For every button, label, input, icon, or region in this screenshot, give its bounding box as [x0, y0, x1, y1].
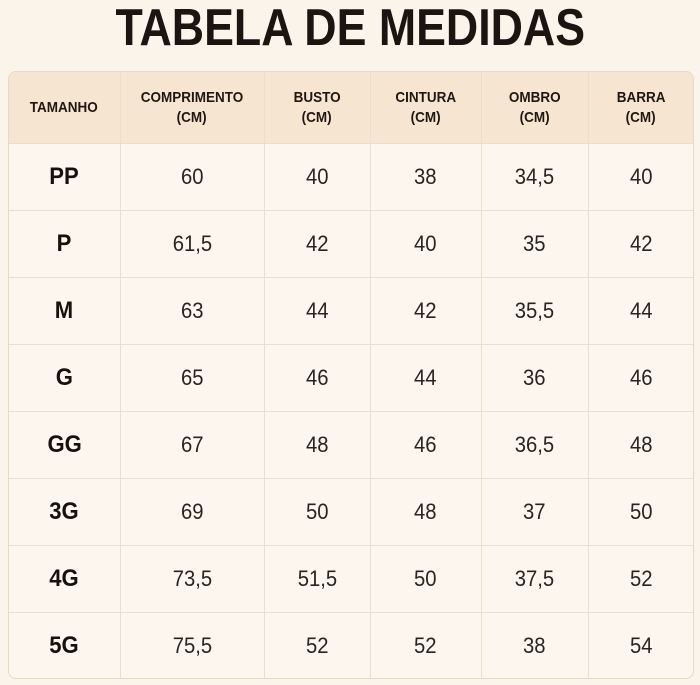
cell-barra: 42 [588, 210, 693, 278]
table-row: M 63 44 42 35,5 44 [9, 277, 693, 345]
cell-busto: 42 [264, 210, 371, 278]
cell-ombro: 37 [481, 478, 589, 546]
cell-barra: 54 [629, 633, 653, 658]
table-row: 3G 69 50 48 37 50 [9, 478, 693, 546]
table-row: 4G 73,5 51,5 50 37,5 52 [9, 545, 693, 613]
header-cintura: CINTURA (CM) [370, 72, 482, 144]
measurements-table: TAMANHO COMPRIMENTO (CM) BUSTO (CM) CINTUR… [9, 72, 693, 678]
table-row: PP 60 40 38 34,5 40 [9, 143, 693, 211]
cell-ombro: 34,5 [481, 143, 589, 211]
cell-size: 3G [9, 478, 121, 546]
cell-comprimento: 60 [120, 143, 265, 211]
cell-size: M [9, 277, 121, 345]
cell-cintura: 50 [370, 545, 482, 613]
cell-busto: 50 [264, 478, 371, 546]
cell-comprimento: 63 [120, 277, 265, 345]
cell-ombro: 38 [481, 612, 589, 678]
cell-barra: 52 [588, 545, 693, 613]
cell-size: 5G [9, 612, 121, 678]
cell-cintura: 44 [370, 344, 482, 412]
cell-comprimento: 65 [120, 344, 265, 412]
cell-size: G [9, 344, 121, 412]
table-row: P 61,5 42 40 35 42 [9, 210, 693, 278]
cell-busto: 48 [264, 411, 371, 479]
cell-barra: 50 [588, 478, 693, 546]
cell-size: PP [9, 143, 121, 211]
cell-cintura: 48 [370, 478, 482, 546]
cell-cintura: 40 [370, 210, 482, 278]
cell-comprimento: 75,5 [120, 612, 265, 678]
table-body: PP 60 40 38 34,5 40 P 61,5 42 40 35 42 M 63 44 42 35,5 44… [9, 143, 693, 678]
cell-busto: 44 [264, 277, 371, 345]
cell-cintura: 52 [370, 612, 482, 678]
cell-ombro: 35,5 [481, 277, 589, 345]
cell-comprimento: 61,5 [120, 210, 265, 278]
cell-busto: 51,5 [264, 545, 371, 613]
cell-comprimento: 73,5 [120, 545, 265, 613]
header-ombro: OMBRO (CM) [481, 72, 589, 144]
cell-barra: 44 [588, 277, 693, 345]
table-row: 5G 75,5 52 52 38 54 [9, 612, 693, 678]
header-busto: BUSTO (CM) [264, 72, 371, 144]
cell-comprimento: 69 [120, 478, 265, 546]
cell-size: 4G [9, 545, 121, 613]
cell-ombro: 36 [481, 344, 589, 412]
table-row: GG 67 48 46 36,5 48 [9, 411, 693, 479]
cell-size: GG [9, 411, 121, 479]
header-comprimento: COMPRIMENTO (CM) [120, 72, 265, 144]
header-barra: BARRA (CM) [588, 72, 693, 144]
cell-busto: 46 [264, 344, 371, 412]
cell-cintura: 38 [370, 143, 482, 211]
cell-size: P [9, 210, 121, 278]
cell-ombro: 37,5 [481, 545, 589, 613]
cell-barra: 46 [588, 344, 693, 412]
size-chart-table: TAMANHO COMPRIMENTO (CM) BUSTO (CM) CINTUR… [8, 71, 694, 679]
cell-busto: 40 [264, 143, 371, 211]
table-row: G 65 46 44 36 46 [9, 344, 693, 412]
header-row: TAMANHO COMPRIMENTO (CM) BUSTO (CM) CINTUR… [9, 72, 693, 144]
cell-busto: 52 [264, 612, 371, 678]
cell-barra: 40 [588, 143, 693, 211]
page-title: TABELA DE MEDIDAS [115, 0, 586, 57]
cell-cintura: 46 [370, 411, 482, 479]
cell-barra: 48 [588, 411, 693, 479]
cell-ombro: 36,5 [481, 411, 589, 479]
header-tamanho: TAMANHO [9, 72, 121, 144]
cell-cintura: 42 [370, 277, 482, 345]
cell-comprimento: 67 [120, 411, 265, 479]
cell-ombro: 35 [481, 210, 589, 278]
